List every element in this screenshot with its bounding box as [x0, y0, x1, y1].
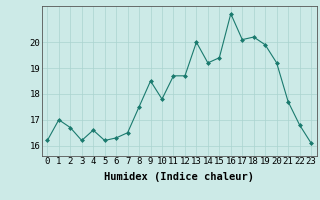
X-axis label: Humidex (Indice chaleur): Humidex (Indice chaleur)	[104, 172, 254, 182]
